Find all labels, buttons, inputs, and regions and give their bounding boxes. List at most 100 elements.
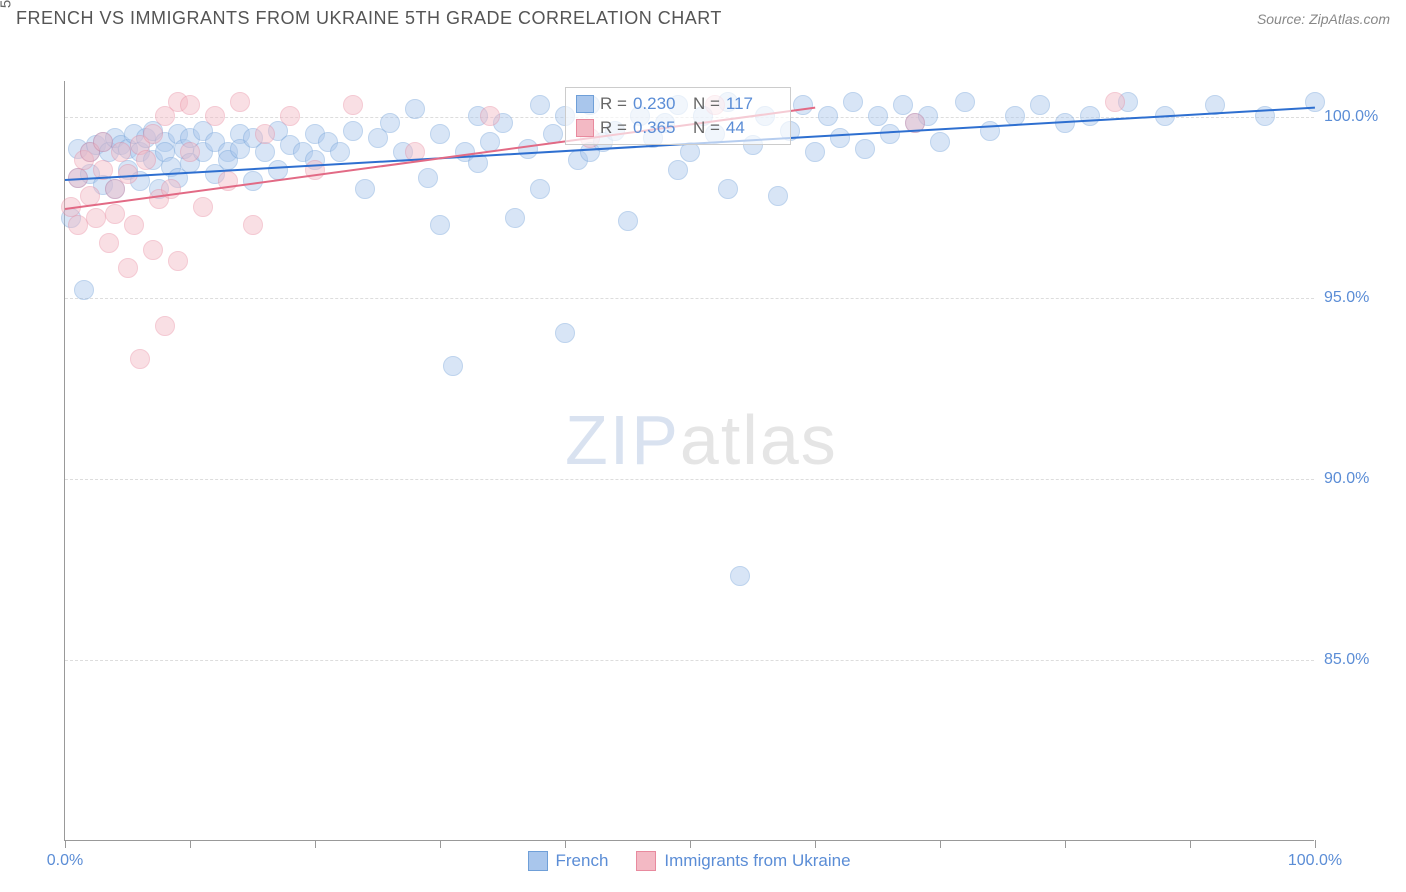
data-point bbox=[1030, 95, 1050, 115]
stats-row: R = 0.365 N = 44 bbox=[576, 116, 780, 140]
x-tick bbox=[815, 840, 816, 848]
legend-label: Immigrants from Ukraine bbox=[664, 851, 850, 871]
data-point bbox=[86, 208, 106, 228]
stats-row: R = 0.230 N = 117 bbox=[576, 92, 780, 116]
data-point bbox=[124, 215, 144, 235]
y-tick-label: 100.0% bbox=[1324, 108, 1384, 126]
data-point bbox=[793, 95, 813, 115]
data-point bbox=[418, 168, 438, 188]
data-point bbox=[830, 128, 850, 148]
data-point bbox=[168, 251, 188, 271]
data-point bbox=[143, 240, 163, 260]
data-point bbox=[111, 142, 131, 162]
data-point bbox=[343, 95, 363, 115]
y-tick-label: 90.0% bbox=[1324, 470, 1384, 488]
data-point bbox=[1105, 92, 1125, 112]
r-label: R = bbox=[600, 94, 627, 114]
y-tick-label: 95.0% bbox=[1324, 289, 1384, 307]
data-point bbox=[180, 95, 200, 115]
data-point bbox=[430, 215, 450, 235]
series-swatch bbox=[576, 119, 594, 137]
data-point bbox=[930, 132, 950, 152]
header-bar: FRENCH VS IMMIGRANTS FROM UKRAINE 5TH GR… bbox=[0, 0, 1406, 33]
data-point bbox=[843, 92, 863, 112]
plot-area: ZIPatlas 85.0%90.0%95.0%100.0%0.0%100.0%… bbox=[64, 81, 1314, 841]
source-label: Source: ZipAtlas.com bbox=[1257, 11, 1390, 27]
data-point bbox=[74, 280, 94, 300]
data-point bbox=[68, 215, 88, 235]
data-point bbox=[280, 106, 300, 126]
data-point bbox=[105, 204, 125, 224]
data-point bbox=[180, 142, 200, 162]
n-label: N = bbox=[693, 118, 720, 138]
x-tick-label: 0.0% bbox=[47, 852, 83, 870]
gridline bbox=[65, 660, 1314, 661]
data-point bbox=[343, 121, 363, 141]
n-value: 44 bbox=[726, 118, 780, 138]
data-point bbox=[130, 349, 150, 369]
x-tick-label: 100.0% bbox=[1288, 852, 1342, 870]
data-point bbox=[1080, 106, 1100, 126]
x-tick bbox=[1190, 840, 1191, 848]
data-point bbox=[530, 179, 550, 199]
data-point bbox=[255, 124, 275, 144]
r-value: 0.230 bbox=[633, 94, 687, 114]
data-point bbox=[155, 316, 175, 336]
data-point bbox=[443, 356, 463, 376]
x-tick bbox=[1315, 840, 1316, 848]
legend-label: French bbox=[556, 851, 609, 871]
data-point bbox=[618, 211, 638, 231]
data-point bbox=[893, 95, 913, 115]
x-tick bbox=[1065, 840, 1066, 848]
watermark-atlas: atlas bbox=[680, 401, 838, 479]
data-point bbox=[93, 132, 113, 152]
x-tick bbox=[690, 840, 691, 848]
data-point bbox=[405, 99, 425, 119]
data-point bbox=[805, 142, 825, 162]
x-tick bbox=[65, 840, 66, 848]
chart-title: FRENCH VS IMMIGRANTS FROM UKRAINE 5TH GR… bbox=[16, 8, 722, 29]
data-point bbox=[730, 566, 750, 586]
n-value: 117 bbox=[726, 94, 780, 114]
data-point bbox=[205, 106, 225, 126]
data-point bbox=[880, 124, 900, 144]
y-tick-label: 85.0% bbox=[1324, 651, 1384, 669]
data-point bbox=[143, 124, 163, 144]
data-point bbox=[668, 160, 688, 180]
x-tick bbox=[315, 840, 316, 848]
data-point bbox=[136, 150, 156, 170]
data-point bbox=[555, 323, 575, 343]
series-swatch bbox=[576, 95, 594, 113]
data-point bbox=[355, 179, 375, 199]
data-point bbox=[505, 208, 525, 228]
data-point bbox=[718, 179, 738, 199]
data-point bbox=[380, 113, 400, 133]
x-tick bbox=[440, 840, 441, 848]
stats-box: R = 0.230 N = 117 R = 0.365 N = 44 bbox=[565, 87, 791, 145]
legend-item: Immigrants from Ukraine bbox=[636, 851, 850, 871]
gridline bbox=[65, 479, 1314, 480]
data-point bbox=[255, 142, 275, 162]
legend-swatch bbox=[636, 851, 656, 871]
x-tick bbox=[940, 840, 941, 848]
gridline bbox=[65, 298, 1314, 299]
n-label: N = bbox=[693, 94, 720, 114]
r-label: R = bbox=[600, 118, 627, 138]
data-point bbox=[680, 142, 700, 162]
x-tick bbox=[190, 840, 191, 848]
data-point bbox=[99, 233, 119, 253]
watermark-zip: ZIP bbox=[565, 401, 680, 479]
data-point bbox=[530, 95, 550, 115]
data-point bbox=[518, 139, 538, 159]
data-point bbox=[193, 197, 213, 217]
r-value: 0.365 bbox=[633, 118, 687, 138]
legend-item: French bbox=[528, 851, 609, 871]
data-point bbox=[818, 106, 838, 126]
data-point bbox=[480, 106, 500, 126]
legend-swatch bbox=[528, 851, 548, 871]
x-tick bbox=[565, 840, 566, 848]
data-point bbox=[430, 124, 450, 144]
data-point bbox=[118, 258, 138, 278]
watermark: ZIPatlas bbox=[565, 400, 838, 480]
data-point bbox=[955, 92, 975, 112]
